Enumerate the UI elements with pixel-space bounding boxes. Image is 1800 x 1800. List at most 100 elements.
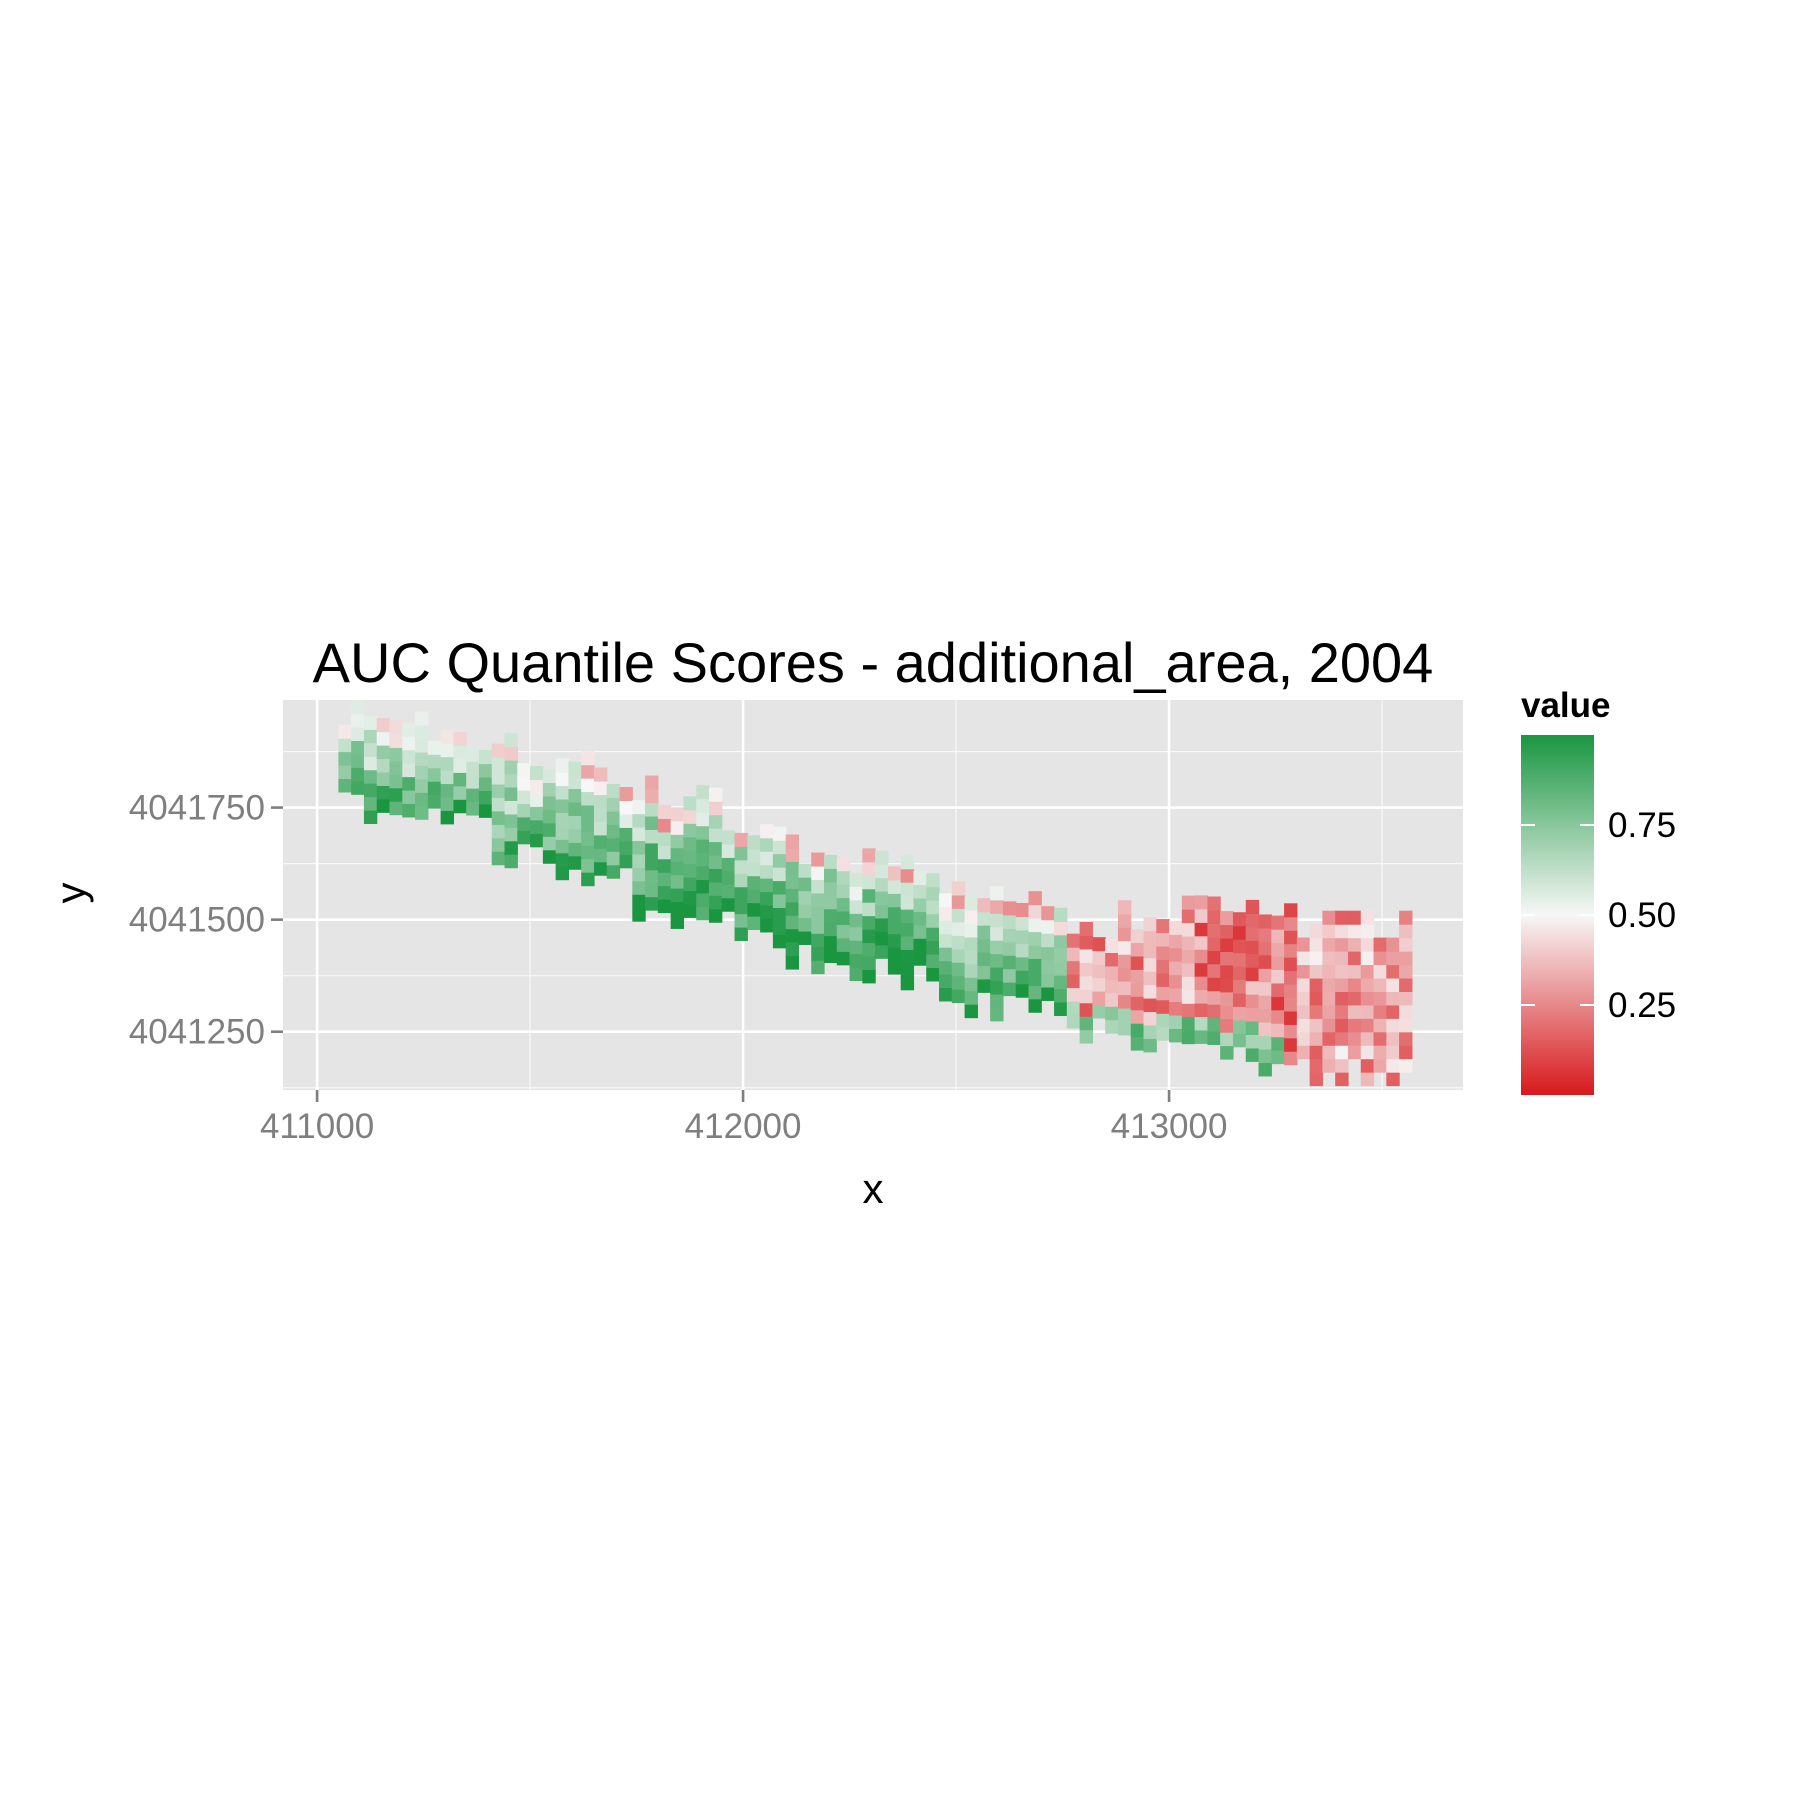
heatmap-tile: [581, 778, 595, 793]
heatmap-tile: [1117, 967, 1132, 982]
heatmap-tile: [926, 886, 940, 901]
heatmap-tile: [708, 868, 723, 883]
heatmap-tile: [1322, 951, 1336, 966]
heatmap-tile: [1373, 1031, 1387, 1046]
heatmap-tile: [1220, 1045, 1234, 1060]
heatmap-tile: [1245, 967, 1260, 982]
y-tick-label: 4041500: [129, 901, 265, 940]
heatmap-tile: [1079, 935, 1093, 950]
heatmap-tile: [926, 953, 940, 969]
heatmap-tile: [402, 803, 416, 818]
heatmap-tile: [1386, 964, 1400, 979]
heatmap-tile: [1015, 956, 1030, 971]
heatmap-tile: [1360, 924, 1375, 939]
heatmap-tile: [696, 906, 710, 921]
heatmap-tile: [862, 848, 876, 863]
heatmap-tile: [785, 915, 800, 930]
heatmap-tile: [772, 880, 787, 895]
heatmap-tile: [734, 913, 748, 928]
heatmap-tile: [1194, 895, 1208, 910]
heatmap-tile: [708, 841, 723, 856]
heatmap-tile: [900, 882, 915, 897]
heatmap-tile: [990, 953, 1004, 968]
heatmap-tile: [517, 789, 531, 804]
heatmap-tile: [721, 857, 736, 872]
heatmap-tile: [683, 850, 697, 865]
heatmap-tile: [1092, 964, 1106, 979]
heatmap-tile: [1105, 938, 1119, 953]
heatmap-tile: [657, 885, 672, 900]
heatmap-tile: [1373, 1045, 1387, 1060]
heatmap-tile: [824, 868, 838, 883]
heatmap-tile: [1335, 924, 1349, 939]
heatmap-tile: [798, 904, 812, 919]
heatmap-tile: [376, 785, 391, 800]
heatmap-tile: [951, 948, 966, 963]
heatmap-tile: [1130, 942, 1145, 957]
heatmap-tile: [389, 774, 403, 789]
heatmap-tile: [415, 778, 429, 793]
heatmap-tile: [824, 854, 838, 869]
heatmap-tile: [1271, 1036, 1285, 1051]
heatmap-tile: [1245, 899, 1260, 914]
heatmap-tile: [593, 794, 608, 809]
heatmap-tile: [1322, 964, 1336, 979]
heatmap-tile: [338, 738, 352, 753]
heatmap-tile: [1386, 937, 1400, 952]
heatmap-tile: [824, 881, 838, 896]
heatmap-tile: [402, 789, 416, 805]
heatmap-tile: [1117, 913, 1132, 928]
heatmap-tile: [683, 809, 697, 824]
heatmap-tile: [1245, 953, 1260, 968]
heatmap-tile: [1232, 912, 1247, 927]
heatmap-tile: [811, 946, 825, 961]
heatmap-tile: [1207, 923, 1221, 938]
heatmap-tile: [1066, 1014, 1081, 1029]
heatmap-tile: [1258, 1035, 1272, 1050]
heatmap-tile: [593, 807, 608, 822]
heatmap-tile: [990, 980, 1004, 995]
heatmap-tile: [1335, 951, 1349, 966]
heatmap-tile: [491, 783, 506, 798]
heatmap-tile: [1335, 910, 1349, 925]
heatmap-tile: [862, 942, 876, 957]
heatmap-tile: [939, 987, 953, 1002]
heatmap-tile: [1347, 1031, 1362, 1046]
heatmap-tile: [1207, 936, 1221, 951]
heatmap-tile: [619, 787, 633, 802]
legend-tick-label: 0.50: [1608, 896, 1676, 935]
heatmap-tile: [376, 731, 391, 746]
heatmap-tile: [721, 830, 736, 845]
heatmap-tile: [1386, 1031, 1400, 1046]
heatmap-tile: [1194, 908, 1208, 923]
heatmap-tile: [798, 917, 812, 932]
heatmap-tile: [721, 884, 736, 899]
heatmap-tile: [785, 888, 800, 903]
heatmap-tile: [1245, 1047, 1260, 1062]
heatmap-tile: [1194, 949, 1208, 964]
heatmap-tile: [427, 767, 442, 782]
heatmap-tile: [1373, 964, 1387, 979]
heatmap-tile: [415, 725, 429, 740]
heatmap-tile: [1117, 1021, 1132, 1036]
heatmap-tile: [1245, 926, 1260, 941]
heatmap-tile: [1386, 1072, 1400, 1087]
heatmap-tile: [772, 934, 787, 949]
heatmap-tile: [1271, 955, 1285, 970]
heatmap-tile: [1130, 928, 1145, 944]
heatmap-tile: [760, 904, 774, 919]
heatmap-tile: [542, 849, 557, 864]
heatmap-tile: [542, 822, 557, 837]
heatmap-tile: [504, 827, 518, 842]
heatmap-tile: [504, 760, 518, 775]
heatmap-tile: [632, 907, 646, 922]
heatmap-tile: [1271, 915, 1285, 930]
heatmap-tile: [1028, 971, 1042, 986]
heatmap-tile: [530, 806, 544, 821]
heatmap-tile: [363, 729, 378, 744]
heatmap-tile: [1271, 982, 1285, 997]
heatmap-tile: [1169, 1028, 1183, 1043]
heatmap-tile: [1028, 931, 1042, 946]
heatmap-tile: [1207, 1004, 1221, 1019]
heatmap-tile: [645, 829, 659, 844]
